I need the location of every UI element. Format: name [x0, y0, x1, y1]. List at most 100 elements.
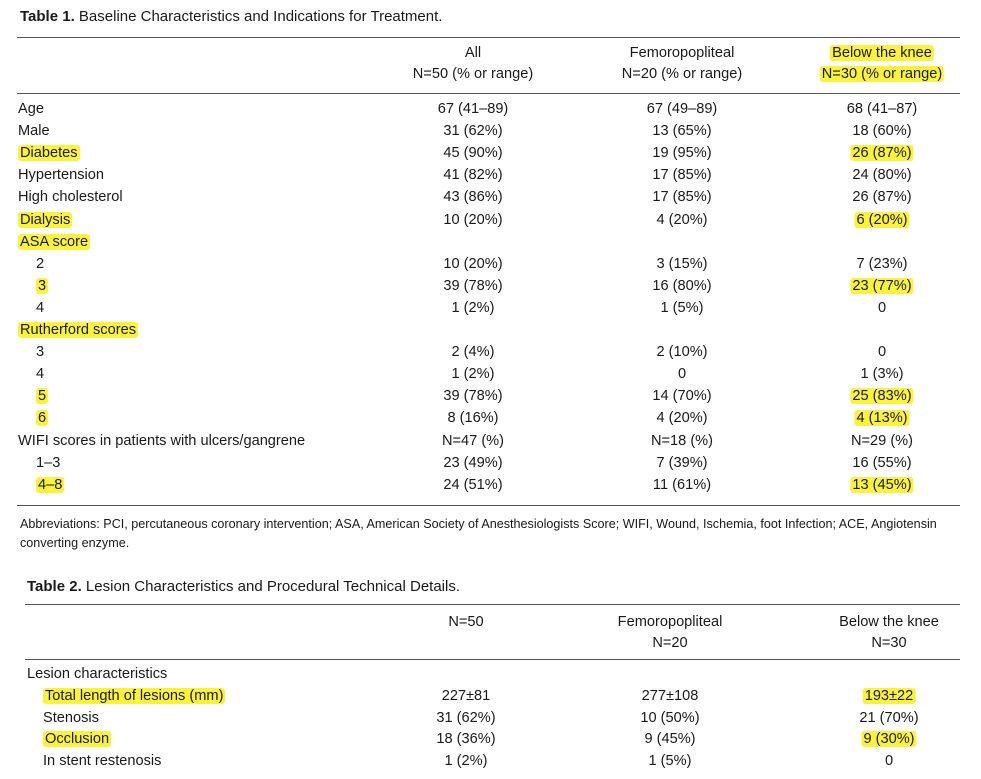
table2-cell: 9 (30%) — [861, 730, 917, 748]
table1-row-label: High cholesterol — [18, 188, 123, 206]
table2-row-label-text: Total length of lesions (mm) — [43, 687, 226, 704]
table2-cell-value: 21 (70%) — [859, 709, 919, 726]
table1-cell: 1 (5%) — [661, 299, 704, 317]
table1-cell: 0 — [878, 299, 886, 317]
table1-cell: 18 (60%) — [852, 122, 911, 140]
table1-cell-value: 31 (62%) — [443, 123, 503, 140]
table1-cell-value: 39 (78%) — [443, 388, 503, 405]
table1-cell: N=18 (%) — [651, 432, 713, 450]
table1-row-label: 4 — [36, 365, 44, 383]
table2-cell: 21 (70%) — [859, 709, 918, 727]
table1-row-label-text: Male — [18, 123, 50, 140]
table1-col-header-line2: N=20 (% or range) — [621, 66, 743, 82]
table1-row-label-text: Dialysis — [18, 211, 73, 228]
table2-row-label-text: Occlusion — [43, 731, 112, 748]
table2-caption-label: Table 2. — [27, 578, 82, 595]
table1-cell-value: 19 (95%) — [652, 145, 712, 162]
table1-row-label-text: 4 — [36, 299, 45, 316]
table1-cell: 26 (87%) — [850, 144, 914, 162]
table2-cell-value: 10 (50%) — [640, 709, 700, 726]
table1-cell-value: 16 (55%) — [852, 454, 912, 471]
table1-cell-value: 39 (78%) — [443, 277, 503, 294]
table1-cell: 10 (20%) — [443, 255, 502, 273]
table1-header-rule — [17, 93, 960, 94]
table1-cell-value: 7 (39%) — [656, 454, 708, 471]
table1-cell-value: 41 (82%) — [443, 167, 503, 184]
table1-row-label: Diabetes — [18, 144, 80, 162]
table1-cell-value: 1 (5%) — [660, 299, 704, 316]
table1-cell: 39 (78%) — [443, 277, 502, 295]
table1-cell-value: 25 (83%) — [850, 388, 914, 405]
table2-row-label: Occlusion — [43, 730, 112, 748]
table1-col-header-line2: N=30 (% or range) — [819, 64, 945, 85]
table1-cell: 6 (20%) — [854, 211, 910, 229]
table1-cell-value: 23 (49%) — [443, 454, 503, 471]
table2-cell: 1 (5%) — [649, 752, 692, 770]
table1-cell-value: 18 (60%) — [852, 123, 912, 140]
table1-col-header-line1: Femoropopliteal — [629, 45, 735, 61]
table1-cell-value: 68 (41–87) — [846, 101, 918, 117]
table1-row-label-text: 4 — [36, 366, 45, 383]
table2-cell-value: 1 (2%) — [444, 753, 488, 770]
table1-cell-value: 23 (77%) — [850, 277, 914, 294]
table1-cell: 2 (10%) — [656, 343, 707, 361]
table1-cell: 1 (2%) — [452, 299, 495, 317]
table1-cell-value: 1 (2%) — [451, 299, 495, 316]
table1-cell: 1 (2%) — [452, 365, 495, 383]
table1-cell: N=47 (%) — [442, 432, 504, 450]
table1-cell-value: 1 (3%) — [860, 366, 904, 383]
table2-cell-value: 9 (30%) — [861, 731, 917, 748]
table1-col-header-line1: Below the knee — [820, 43, 944, 64]
table1-cell-value: 17 (85%) — [652, 189, 712, 206]
table1-cell: 10 (20%) — [443, 211, 502, 229]
table2-cell-value: 277±108 — [641, 687, 699, 704]
table1-row-label: 3 — [36, 277, 49, 295]
table1-cell: 13 (45%) — [850, 476, 914, 494]
table1-cell-value: 8 (16%) — [447, 410, 499, 427]
table1-cell: 1 (3%) — [861, 365, 904, 383]
table1-row-label: Rutherford scores — [18, 321, 138, 339]
table1-cell-value: 2 (10%) — [656, 344, 708, 361]
table2-row-label: In stent restenosis — [43, 752, 161, 770]
table1-cell: 68 (41–87) — [847, 100, 918, 118]
table1-cell-value: 13 (45%) — [850, 476, 914, 493]
table1-col-header: Femoropopliteal N=20 (% or range) — [622, 43, 742, 85]
table1-cell: 25 (83%) — [850, 387, 914, 405]
table1-cell-value: 67 (41–89) — [437, 101, 509, 117]
table2-row-label-text: Lesion characteristics — [27, 666, 168, 682]
table1-col-header: All N=50 (% or range) — [413, 43, 533, 85]
table1-row-label: 5 — [36, 387, 49, 405]
table1-col-header-line1-text: Below the knee — [830, 45, 934, 61]
table1-cell-value: 4 (20%) — [656, 211, 708, 228]
table1-col-header-line2-text: N=30 (% or range) — [819, 66, 945, 82]
table2-cell-value: 227±81 — [441, 687, 491, 704]
table1-cell: 4 (20%) — [656, 409, 707, 427]
table2-row-label: Stenosis — [43, 709, 99, 727]
table2-cell: 227±81 — [442, 687, 491, 705]
table1-row-label-text: Diabetes — [18, 145, 80, 162]
table1-cell: 8 (16%) — [447, 409, 498, 427]
table2-header-rule — [25, 659, 960, 660]
table2-top-rule — [25, 604, 960, 605]
table1-cell: 23 (77%) — [850, 277, 914, 295]
table2-cell-value: 18 (36%) — [436, 731, 496, 748]
table1-cell: 7 (23%) — [856, 255, 907, 273]
table1-row-label-text: 4–8 — [36, 476, 65, 493]
table2-col-header-line2: N=30 — [871, 635, 907, 651]
table2-cell: 277±108 — [642, 687, 699, 705]
table1-col-header-line1: All — [464, 45, 482, 61]
table1-row-label-text: Age — [18, 101, 44, 117]
table2-cell-value: 9 (45%) — [644, 731, 696, 748]
table1-cell-value: 0 — [677, 366, 687, 383]
table1-cell-value: 10 (20%) — [443, 255, 503, 272]
table1-col-header: Below the knee N=30 (% or range) — [819, 43, 945, 85]
table1-cell: 67 (41–89) — [438, 100, 509, 118]
table1-cell-value: 10 (20%) — [443, 211, 503, 228]
table1-caption-text: Baseline Characteristics and Indications… — [78, 8, 443, 25]
table1-cell-value: 45 (90%) — [443, 145, 503, 162]
table1-row-label: ASA score — [18, 233, 91, 251]
table1-bottom-rule — [17, 505, 960, 506]
table2-cell: 0 — [885, 752, 893, 770]
table2-row-label-text: In stent restenosis — [43, 753, 162, 770]
table1-cell: 43 (86%) — [443, 188, 502, 206]
